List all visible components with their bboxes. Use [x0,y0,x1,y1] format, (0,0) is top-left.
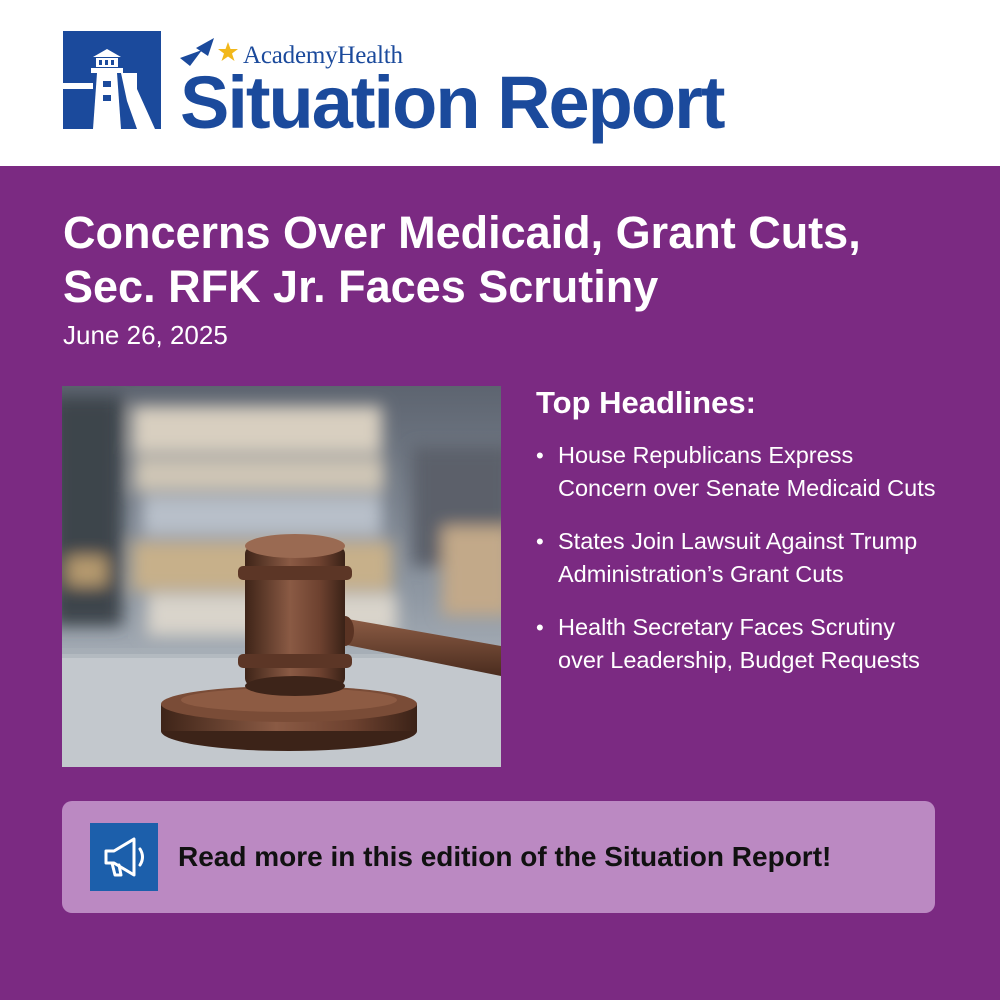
headline-text: Health Secretary Faces Scrutiny over Lea… [558,614,920,673]
gavel-image [62,386,501,767]
headline-line-2: Sec. RFK Jr. Faces Scrutiny [63,261,659,312]
headline-item: • House Republicans Express Concern over… [536,439,936,505]
headline-text: House Republicans Express Concern over S… [558,442,936,501]
header: AcademyHealth Situation Report [0,0,1000,166]
top-headlines-list: • House Republicans Express Concern over… [536,439,936,697]
lighthouse-logo-icon [63,31,161,129]
product-title: Situation Report [180,61,726,144]
edition-date: June 26, 2025 [63,320,228,350]
megaphone-icon [90,823,158,891]
brand-name: AcademyHealth [243,42,403,69]
top-headlines-heading: Top Headlines: [536,385,756,420]
headline-line-1: Concerns Over Medicaid, Grant Cuts, [63,207,861,258]
headline-item: • Health Secretary Faces Scrutiny over L… [536,611,936,677]
read-more-label: Read more in this edition of the Situati… [178,841,832,872]
bullet-icon: • [536,529,544,554]
bullet-icon: • [536,615,544,640]
read-more-banner[interactable]: Read more in this edition of the Situati… [62,801,935,913]
edition-headline: Concerns Over Medicaid, Grant Cuts, Sec.… [63,206,943,314]
stars-icon [180,38,238,66]
headline-text: States Join Lawsuit Against Trump Admini… [558,528,918,587]
bullet-icon: • [536,443,544,468]
headline-item: • States Join Lawsuit Against Trump Admi… [536,525,936,591]
